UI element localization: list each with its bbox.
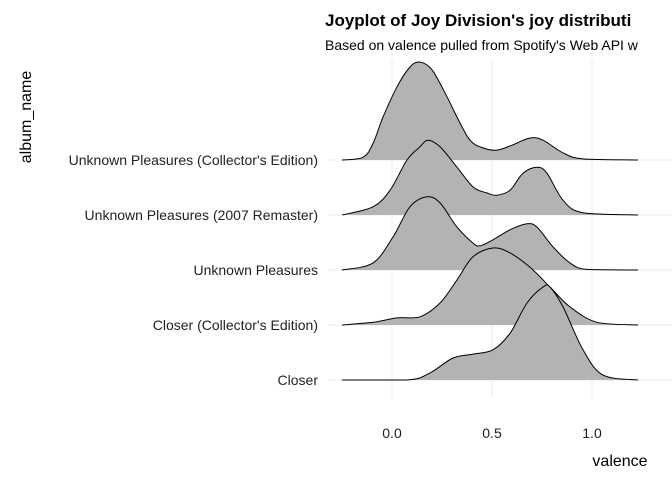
ridge-3 [341, 247, 639, 326]
chart-subtitle: Based on valence pulled from Spotify's W… [325, 37, 639, 53]
density-area [342, 61, 638, 160]
density-area [342, 247, 638, 325]
y-tick-label: Closer (Collector's Edition) [153, 317, 318, 333]
density-area [342, 140, 638, 215]
x-tick-label: 0.5 [482, 425, 502, 441]
density-line [341, 284, 639, 381]
density-line [341, 196, 639, 271]
density-area [342, 284, 638, 380]
density-line [341, 247, 639, 326]
x-tick-label: 0.0 [382, 425, 402, 441]
y-tick-label: Unknown Pleasures (Collector's Edition) [69, 152, 318, 168]
ridges [341, 61, 639, 381]
density-area [342, 196, 638, 270]
ridge-1 [341, 139, 639, 216]
y-tick-label: Unknown Pleasures [193, 262, 318, 278]
density-line [341, 139, 639, 216]
y-tick-label: Closer [278, 372, 319, 388]
y-tick-labels: Unknown Pleasures (Collector's Edition) U… [69, 152, 319, 388]
ridge-2 [341, 196, 639, 271]
x-tick-label: 1.0 [582, 425, 602, 441]
x-axis-title: valence [592, 453, 647, 470]
chart-title: Joyplot of Joy Division's joy distributi [325, 11, 631, 30]
density-line [341, 61, 639, 161]
ridge-4 [341, 284, 639, 381]
y-tick-label: Unknown Pleasures (2007 Remaster) [85, 207, 318, 223]
y-axis-title: album_name [18, 71, 35, 164]
ridge-0 [341, 61, 639, 161]
x-tick-labels: 0.0 0.5 1.0 [382, 425, 602, 441]
